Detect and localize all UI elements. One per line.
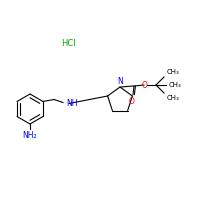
Text: O: O	[129, 97, 135, 106]
Text: NH: NH	[66, 99, 77, 108]
Text: HCl: HCl	[61, 40, 75, 48]
Text: N: N	[117, 77, 123, 86]
Text: CH₃: CH₃	[167, 69, 180, 75]
Text: NH₂: NH₂	[23, 131, 37, 140]
Text: CH₃: CH₃	[167, 95, 180, 101]
Text: CH₃: CH₃	[169, 82, 182, 88]
Text: O: O	[142, 81, 148, 90]
